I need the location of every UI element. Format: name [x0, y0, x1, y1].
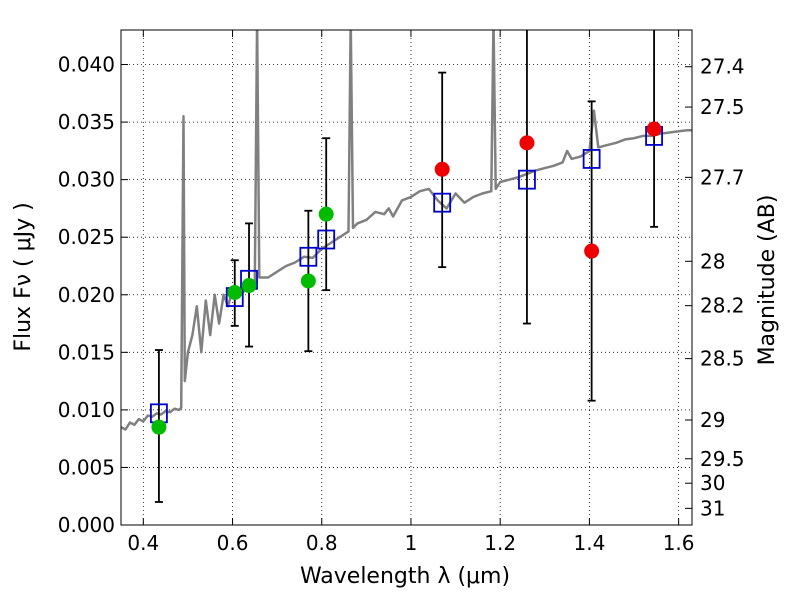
mag-tick-label-0: 27.4: [700, 55, 745, 79]
right-axis-label: Magnitude (AB): [755, 195, 780, 366]
model-squares: [150, 126, 663, 424]
x-axis-label: Wavelength λ (μm): [300, 564, 510, 589]
plot-area: [121, 30, 692, 503]
axis-ticks: 0.4 0.6 0.8 1 1.2 1.4 1.6 0.000 0.005 0.010 0.015 0…: [58, 30, 745, 555]
mag-tick-label-2: 27.7: [700, 165, 745, 189]
mag-tick-label-6: 29: [700, 408, 725, 432]
x-tick-label-3: 1: [405, 531, 418, 555]
plot-frame: [120, 29, 693, 526]
y-tick-label-6: 0.030: [58, 168, 115, 192]
data-point-0-1: [227, 284, 243, 300]
x-tick-label-2: 0.8: [306, 531, 338, 555]
mag-tick-label-4: 28.2: [700, 294, 745, 318]
y-tick-label-1: 0.005: [58, 455, 115, 479]
data-point-1-0: [434, 161, 450, 177]
data-point-0-4: [318, 206, 334, 222]
x-tick-label-1: 0.6: [217, 531, 249, 555]
spectrum-series: [121, 30, 692, 431]
y-tick-label-5: 0.025: [58, 225, 115, 249]
data-point-1-3: [646, 121, 662, 137]
x-tick-label-5: 1.4: [573, 531, 605, 555]
y-tick-label-7: 0.035: [58, 110, 115, 134]
mag-tick-label-1: 27.5: [700, 95, 745, 119]
data-point-0-3: [300, 273, 316, 289]
data-point-1-1: [519, 135, 535, 151]
model-square-3: [299, 246, 318, 267]
y-tick-label-4: 0.020: [58, 283, 115, 307]
mag-tick-label-3: 28: [700, 249, 725, 273]
y-tick-label-0: 0.000: [58, 513, 115, 537]
model-square-5: [433, 192, 452, 213]
x-tick-label-0: 0.4: [127, 531, 159, 555]
model-square-6: [518, 169, 536, 190]
y-axis-label: Flux Fν ( μJy ): [11, 202, 36, 351]
error-bars: [154, 30, 659, 503]
x-tick-label-4: 1.2: [484, 531, 516, 555]
data-point-0-2: [241, 278, 257, 294]
mag-tick-label-8: 30: [700, 471, 725, 495]
photometry-points: [151, 121, 662, 435]
y-tick-label-3: 0.015: [58, 340, 115, 364]
y-tick-label-8: 0.040: [58, 53, 115, 77]
model-square-4: [317, 229, 336, 250]
mag-tick-label-7: 29.5: [700, 447, 745, 471]
grid-lines: [121, 30, 692, 526]
data-point-1-2: [584, 243, 600, 259]
model-square-7: [582, 149, 601, 169]
y-tick-label-2: 0.010: [58, 398, 115, 422]
mag-tick-label-5: 28.5: [700, 347, 745, 371]
spectrum-line: [121, 30, 692, 431]
data-point-0-0: [151, 419, 167, 435]
x-tick-label-6: 1.6: [663, 531, 695, 555]
mag-tick-label-9: 31: [700, 496, 725, 520]
